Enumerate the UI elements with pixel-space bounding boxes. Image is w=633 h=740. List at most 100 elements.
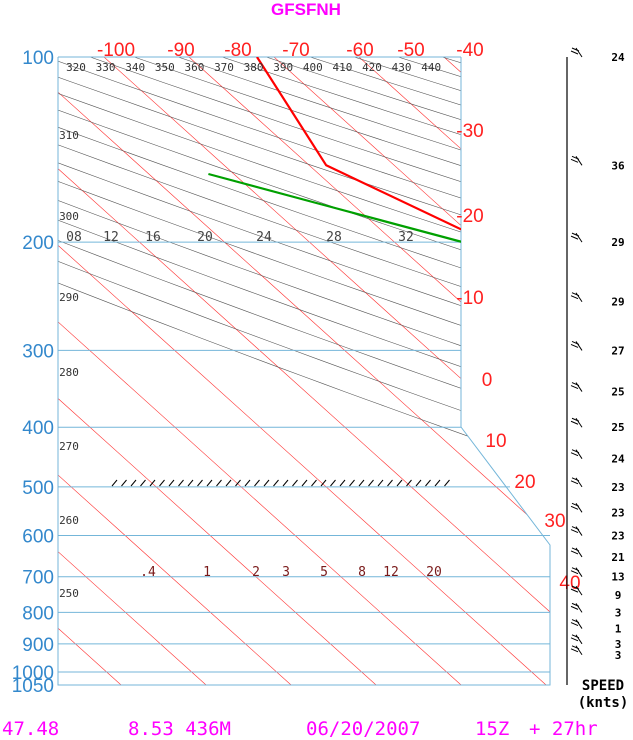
pressure-label: 1050: [12, 676, 54, 697]
icing-mark: [330, 479, 336, 487]
icing-mark: [377, 479, 384, 487]
footer: 47.48 8.53 436M 06/20/2007 15Z + 27hr: [2, 718, 598, 740]
isotherm-line: [443, 57, 550, 685]
wind-barb: [570, 382, 583, 392]
icing-mark: [387, 479, 393, 487]
dry-adiabat-label: 260: [59, 514, 79, 527]
isotherm-label: -40: [456, 40, 483, 61]
chart-title: GFSFNH: [271, 0, 341, 19]
wind-barb: [570, 502, 583, 513]
wind-barb: [570, 645, 583, 656]
wind-speed-label: 3: [615, 638, 622, 651]
dry-adiabat-line: [58, 57, 550, 685]
icing-mark: [444, 479, 450, 487]
icing-mark: [358, 479, 365, 487]
dry-adiabat-label: 380: [244, 61, 264, 74]
icing-mark: [159, 479, 165, 487]
mixing-ratio-label: 1: [203, 565, 211, 580]
isotherm-label: -30: [456, 121, 483, 142]
mixing-ratio-label-upper: 28: [326, 230, 342, 245]
isotherm-label: 10: [485, 431, 506, 452]
wind-speed-label: 13: [611, 571, 624, 584]
wind-speed-label: 3: [615, 606, 622, 619]
footer-offset: + 27hr: [529, 718, 598, 740]
isotherm-line: [103, 57, 550, 685]
icing-mark: [406, 479, 412, 487]
isotherm-line: [58, 57, 550, 685]
dry-adiabat-label: 250: [59, 587, 79, 600]
icing-mark: [301, 479, 308, 487]
wind-speed-label: 25: [611, 386, 624, 399]
dry-adiabat-line: [58, 57, 550, 685]
isotherm-label: 20: [514, 472, 535, 493]
icing-mark: [434, 479, 441, 487]
pressure-label: 200: [22, 233, 54, 254]
mixing-ratio-label-upper: 20: [197, 230, 213, 245]
mixing-ratio-label: .4: [140, 565, 156, 580]
icing-mark: [282, 479, 289, 487]
mixing-ratio-label: 2: [252, 565, 260, 580]
isotherm-label: -100: [97, 40, 135, 61]
wind-speed-label: 36: [611, 159, 625, 172]
mixing-ratio-label: 3: [282, 565, 290, 580]
isotherm-line: [58, 57, 207, 685]
dry-adiabat-label: 410: [332, 61, 352, 74]
isotherm-label: -10: [456, 288, 483, 309]
mixing-ratio-label: 20: [426, 565, 442, 580]
isotherm-line: [58, 57, 292, 685]
plot-frame: [57, 57, 551, 686]
wind-barb: [570, 417, 583, 428]
temperature-series-line: [256, 57, 550, 649]
mixing-ratio-label-upper: 24: [256, 230, 272, 245]
wind-barb: [570, 634, 583, 645]
dry-adiabat-label: 330: [96, 61, 116, 74]
dry-adiabat-line: [58, 57, 550, 685]
wind-barb: [570, 340, 583, 351]
pressure-label: 100: [22, 48, 54, 69]
icing-mark: [187, 479, 194, 487]
speed-label-line2: (knts): [578, 695, 629, 711]
icing-marks: [111, 479, 450, 487]
wind-speed-label: 9: [615, 589, 622, 602]
mixing-ratio-label-upper: 12: [103, 230, 119, 245]
dry-adiabat-label: 360: [184, 61, 204, 74]
isotherm-label: -70: [282, 40, 309, 61]
icing-mark: [311, 479, 317, 487]
dry-adiabat-label: 320: [66, 61, 86, 74]
wind-speed-label: 23: [611, 506, 624, 519]
isotherm-line: [58, 57, 462, 685]
icing-mark: [425, 479, 431, 487]
icing-mark: [415, 479, 422, 487]
mixing-ratio-label: 12: [383, 565, 399, 580]
icing-mark: [244, 479, 251, 487]
speed-label-line1: SPEED: [582, 678, 624, 694]
wind-barb: [570, 47, 583, 58]
icing-mark: [292, 479, 298, 487]
isotherm-line: [358, 57, 550, 685]
dry-adiabat-label: 270: [59, 440, 79, 453]
isotherm-label: 0: [482, 370, 493, 391]
dry-adiabat-label: 370: [214, 61, 234, 74]
dry-adiabat-label: 290: [59, 291, 79, 304]
wind-barb: [570, 602, 583, 613]
pressure-label: 400: [22, 418, 54, 439]
isotherm-label: -80: [224, 40, 251, 61]
pressure-label: 600: [22, 527, 54, 548]
pressure-label: 900: [22, 635, 54, 656]
isotherm-label: -50: [397, 40, 424, 61]
wind-barb: [570, 547, 583, 558]
icing-mark: [168, 479, 175, 487]
profiles: [208, 57, 550, 649]
wind-speed-label: 24: [611, 453, 625, 466]
wind-speed-label: 3: [615, 649, 622, 662]
isotherm-line: [273, 57, 550, 685]
dry-adiabat-line: [442, 57, 550, 685]
dry-adiabat-line: [354, 57, 550, 685]
wind-speed-label: 29: [611, 236, 624, 249]
mixing-ratio-label: 8: [358, 565, 366, 580]
icing-mark: [235, 479, 241, 487]
dry-adiabat-line: [58, 57, 550, 685]
dry-adiabat-line: [58, 57, 550, 685]
wind-barb: [570, 619, 583, 629]
